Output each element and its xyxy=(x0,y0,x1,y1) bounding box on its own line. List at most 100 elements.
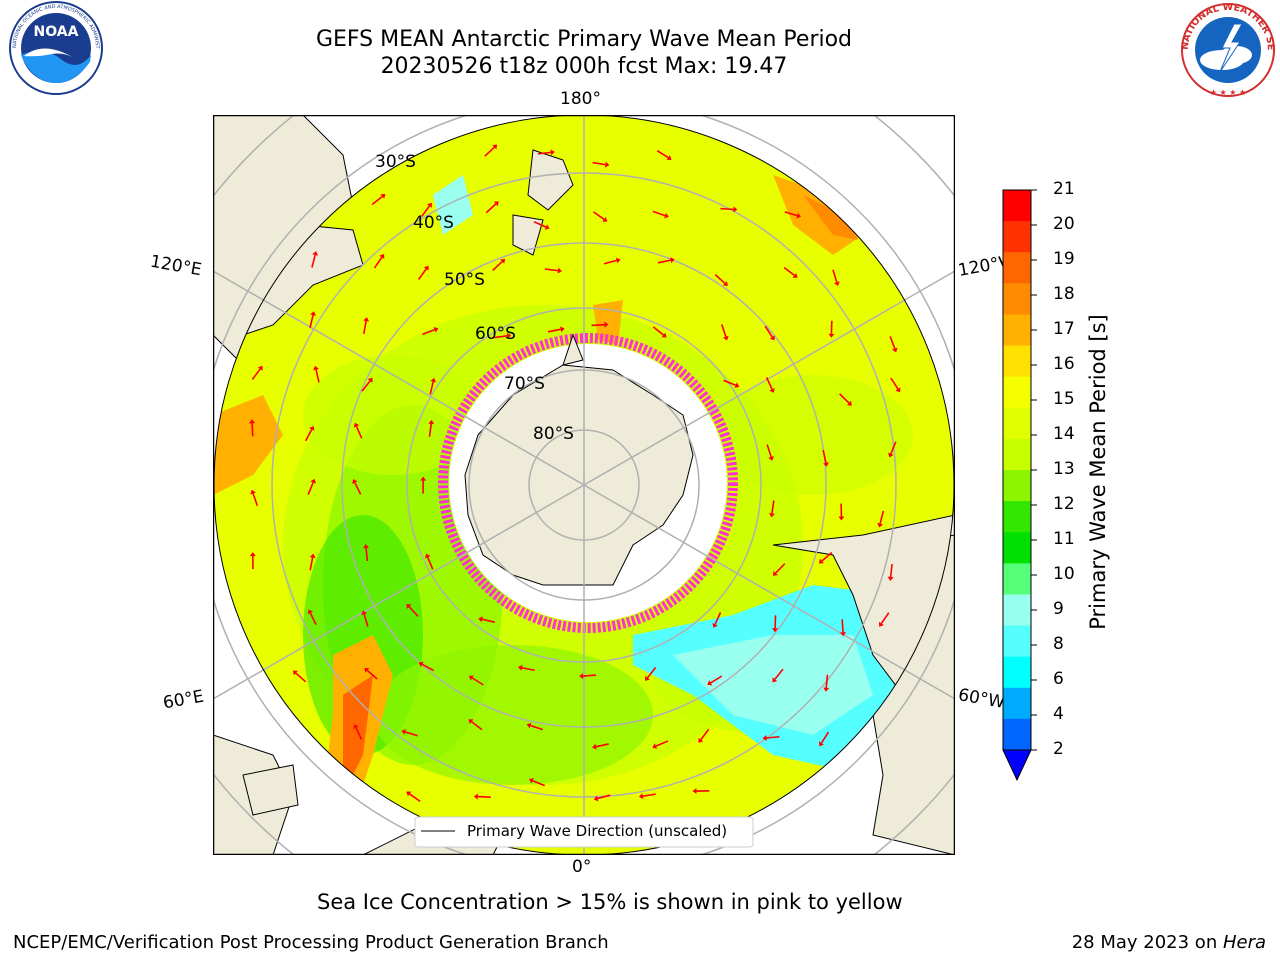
wave-arrow xyxy=(775,563,786,574)
wave-arrow-head xyxy=(492,144,498,150)
wave-arrow xyxy=(766,444,772,458)
wave-arrow-head xyxy=(528,777,534,784)
wave-arrow-head xyxy=(733,206,738,213)
colorbar-segment xyxy=(1003,718,1031,751)
wave-arrow-head xyxy=(877,522,884,528)
wave-arrow-head xyxy=(310,311,316,316)
wave-arrow-head xyxy=(557,267,562,274)
wave-arrow-head xyxy=(423,265,429,271)
wave-arrow xyxy=(429,381,434,395)
wave-arrow-head xyxy=(762,735,767,741)
wave-arrow xyxy=(890,377,899,390)
wave-arrow xyxy=(656,150,669,159)
wave-arrow-head xyxy=(424,553,431,559)
date-line: 28 May 2023 on Hera xyxy=(1072,932,1266,953)
colorbar-tick-label: 15 xyxy=(1053,389,1075,409)
date-text: 28 May 2023 on xyxy=(1071,932,1223,953)
wave-arrow xyxy=(362,320,367,335)
colorbar-tick-label: 6 xyxy=(1053,669,1064,689)
wave-arrow-head xyxy=(364,667,370,673)
wave-arrow-head xyxy=(833,281,840,286)
lon-label-bottom: 0° xyxy=(572,857,592,877)
wave-arrow xyxy=(484,146,495,157)
wave-arrow xyxy=(820,731,830,744)
colorbar-tick-label: 2 xyxy=(1053,739,1064,759)
wave-arrow xyxy=(765,377,773,390)
colorbar-segment xyxy=(1003,563,1031,595)
lat-label-60: 60°S xyxy=(475,324,516,344)
wave-arrow xyxy=(890,441,897,455)
wave-arrow xyxy=(532,780,546,787)
wave-arrow xyxy=(404,731,418,737)
colorbar-tick-label: 13 xyxy=(1053,459,1075,479)
wave-arrow xyxy=(428,423,433,437)
wave-arrow xyxy=(309,314,314,328)
wave-arrow xyxy=(547,328,561,333)
wave-arrow xyxy=(642,793,656,797)
wave-arrow-head xyxy=(401,729,407,735)
wave-arrow xyxy=(366,669,378,680)
wave-arrow xyxy=(251,423,254,437)
colorbar-tick-label: 17 xyxy=(1053,319,1075,339)
wave-arrow-head xyxy=(823,462,829,467)
sea-ice-ring xyxy=(438,333,738,633)
wave-arrow-head xyxy=(891,347,898,353)
wave-arrow-head xyxy=(828,333,835,338)
wave-arrow xyxy=(714,274,726,284)
wave-arrow-head xyxy=(878,621,884,627)
lat-label-50: 50°S xyxy=(444,270,485,290)
wave-arrow-head xyxy=(768,512,775,518)
wave-arrow xyxy=(710,675,723,684)
wave-arrow xyxy=(720,324,727,337)
wave-arrow xyxy=(295,672,307,683)
wave-arrow xyxy=(311,254,316,268)
wave-arrow-head xyxy=(250,489,256,495)
wave-arrow xyxy=(889,336,896,349)
colorbar-segment xyxy=(1003,625,1031,658)
wave-arrow xyxy=(422,329,435,336)
wave-arrow-head xyxy=(310,478,316,484)
wave-arrow-head xyxy=(888,452,894,458)
wave-arrow xyxy=(421,205,431,217)
lon-label-top: 180° xyxy=(560,89,601,109)
graticule xyxy=(213,115,955,855)
colorbar-tick-label: 19 xyxy=(1053,249,1075,269)
wave-arrow-head xyxy=(478,616,483,623)
chart-subtitle: 20230526 t18z 000h fcst Max: 19.47 xyxy=(380,54,788,79)
wave-arrow xyxy=(723,379,736,386)
svg-text:★ ★ ★ ★: ★ ★ ★ ★ xyxy=(1210,88,1246,97)
wave-arrow xyxy=(652,210,666,217)
colorbar-segment xyxy=(1003,687,1031,720)
colorbar-segment xyxy=(1003,221,1031,253)
wave-arrow xyxy=(839,393,850,404)
wave-arrow xyxy=(597,794,611,800)
antarctica-land xyxy=(464,364,694,586)
wave-arrow-head xyxy=(493,201,499,207)
wave-arrow xyxy=(646,667,657,679)
colorbar-segment xyxy=(1003,438,1031,471)
wave-arrow xyxy=(471,721,483,731)
chart-title: GEFS MEAN Antarctic Primary Wave Mean Pe… xyxy=(315,27,853,52)
wave-arrow xyxy=(307,482,314,495)
wave-arrow xyxy=(363,613,369,627)
lat-label-30: 30°S xyxy=(375,152,416,172)
wave-arrow xyxy=(521,666,535,672)
wave-arrow-head xyxy=(602,216,608,222)
wave-arrow xyxy=(657,259,671,264)
colorbar-tick-label: 16 xyxy=(1053,354,1075,374)
wave-arrow xyxy=(421,663,434,672)
wave-arrow-head xyxy=(406,603,412,609)
wave-arrow-head xyxy=(792,273,798,278)
wave-arrow-head xyxy=(593,795,599,802)
wave-arrow-head xyxy=(353,422,360,428)
host-name: Hera xyxy=(1222,932,1266,953)
noaa-logo: NOAA NATIONAL OCEANIC AND ATMOSPHERIC AD… xyxy=(4,0,103,95)
nws-logo: NATIONAL WEATHER SERVICE ★ ★ ★ ★ xyxy=(1178,0,1276,97)
colorbar-segment xyxy=(1003,532,1031,564)
wave-arrow-head xyxy=(560,326,565,333)
colorbar-tick-label: 9 xyxy=(1053,599,1064,619)
colorbar-segment xyxy=(1003,594,1031,627)
wave-arrow xyxy=(252,493,259,507)
wave-arrow xyxy=(530,724,544,731)
wave-arrow xyxy=(471,677,484,686)
